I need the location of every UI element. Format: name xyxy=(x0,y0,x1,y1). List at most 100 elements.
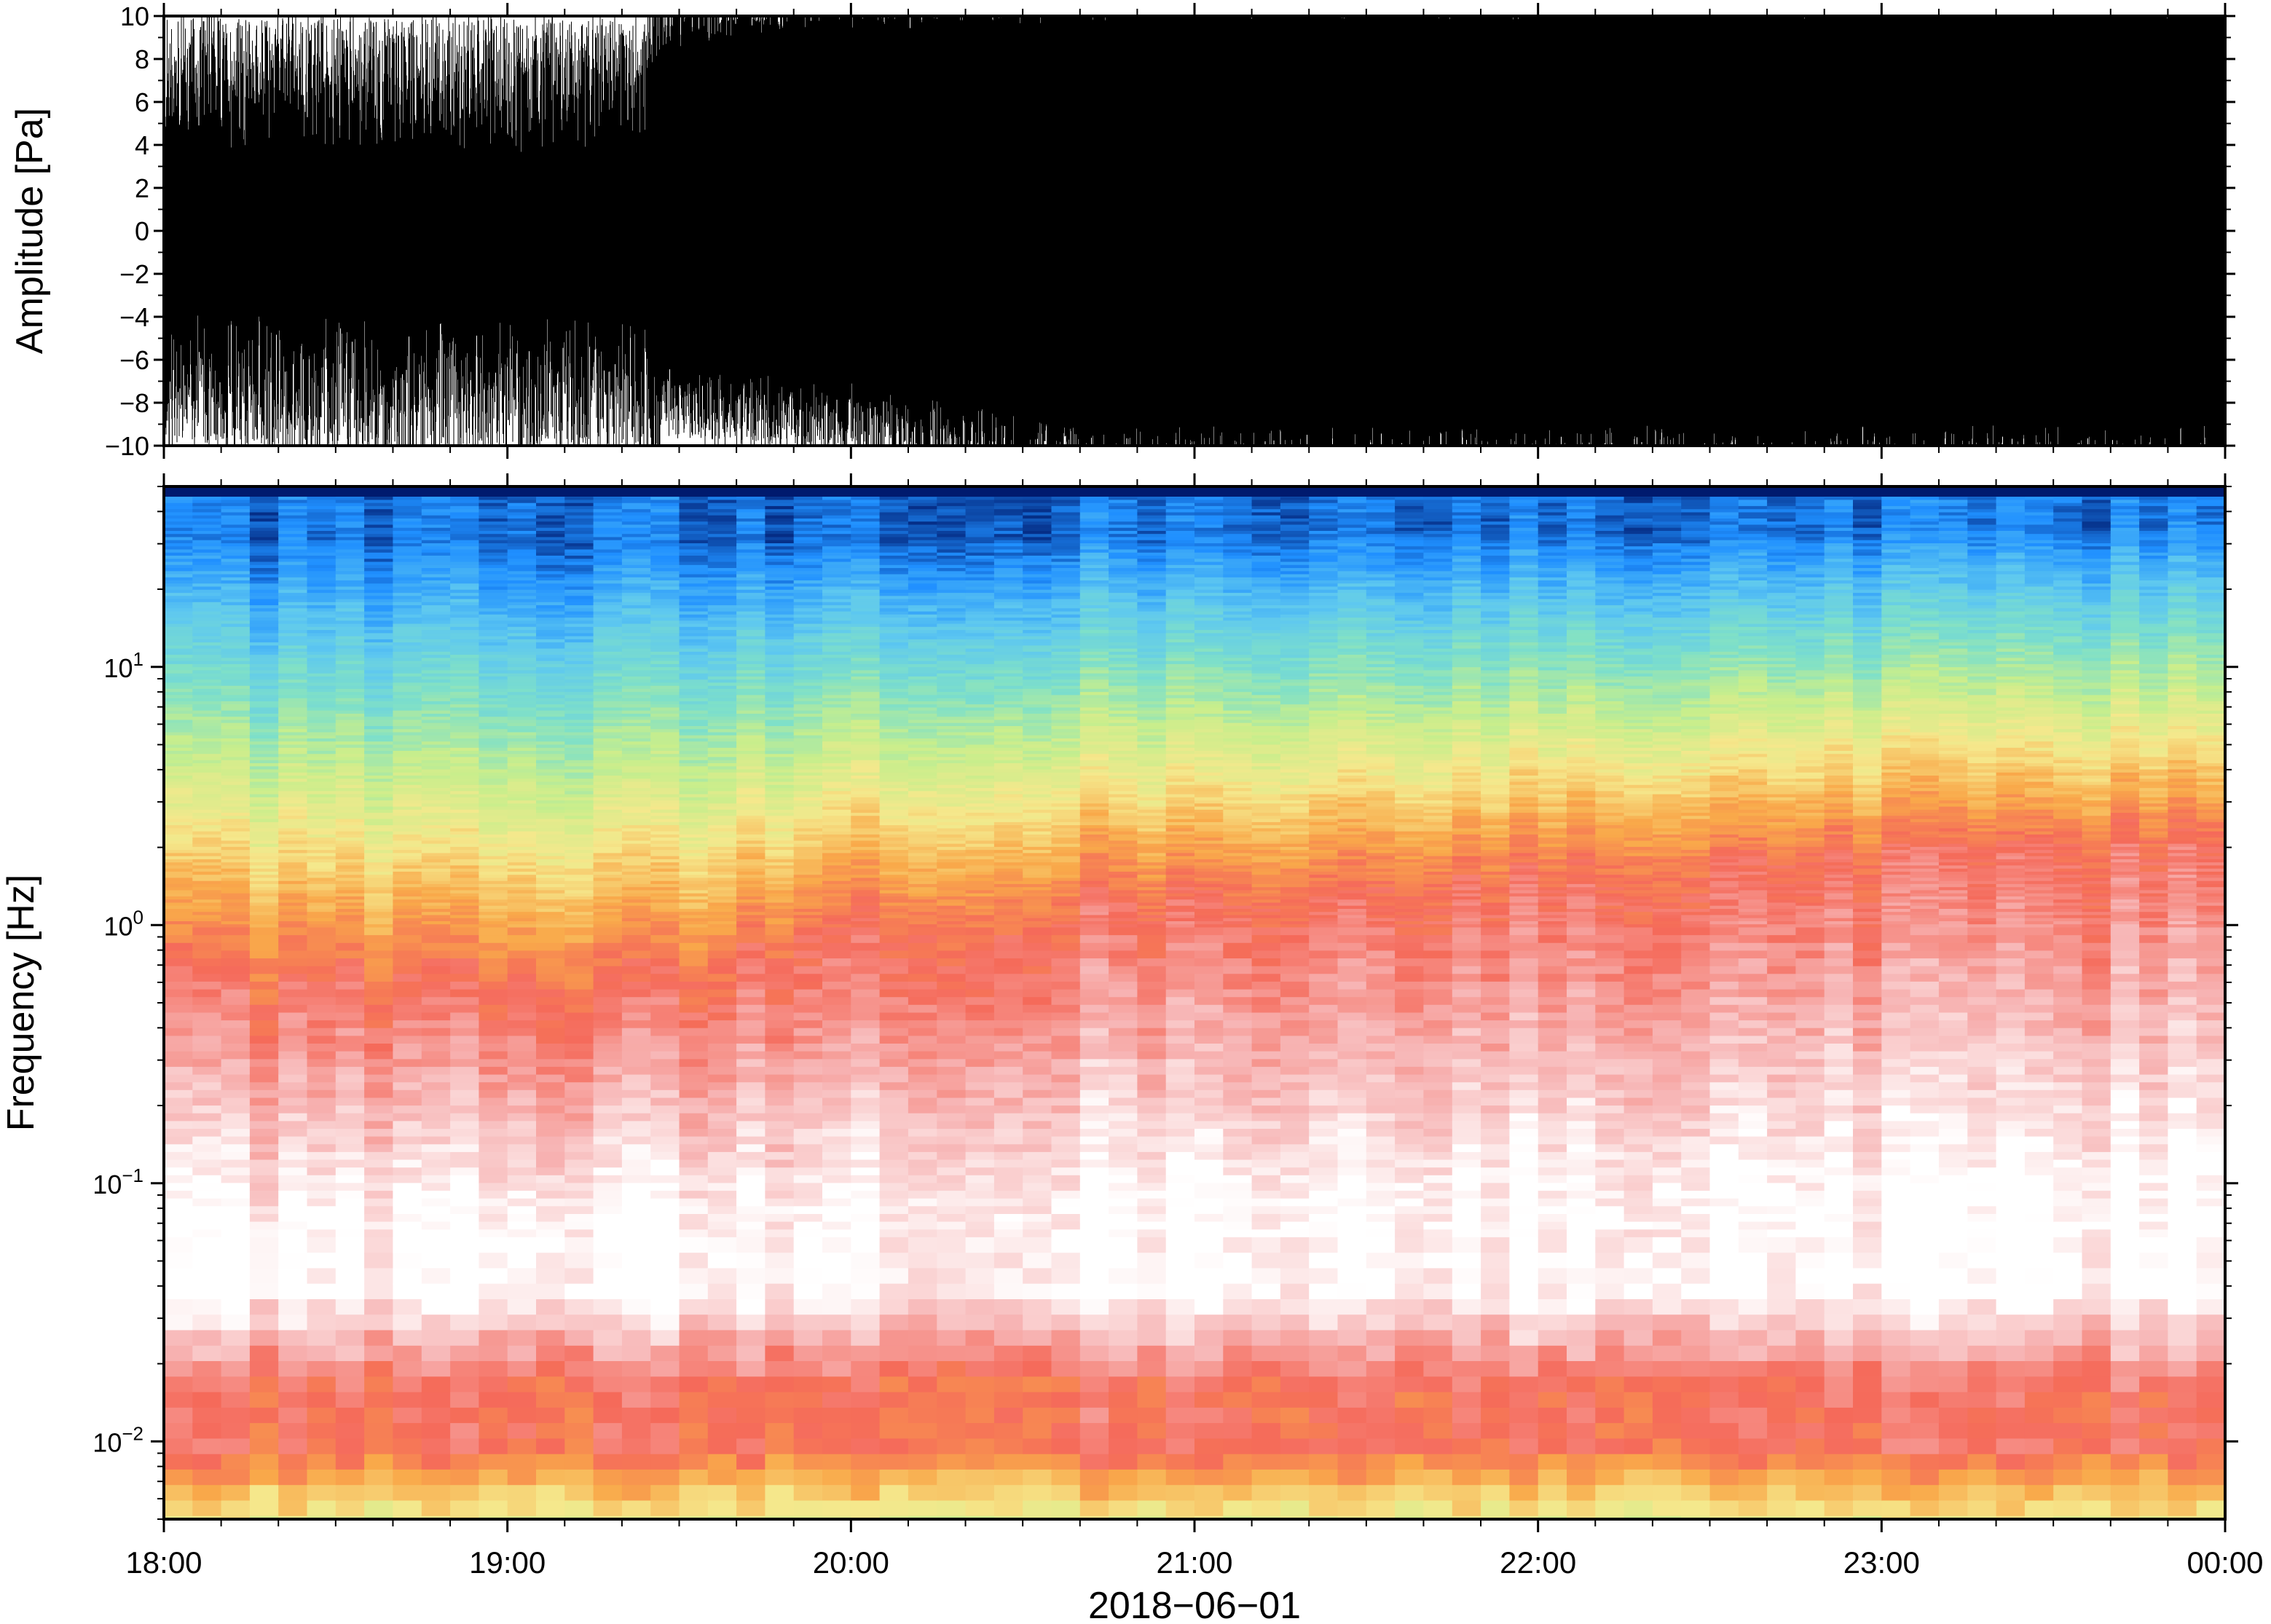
spectrogram-cell xyxy=(164,602,193,606)
spectrogram-cell xyxy=(621,754,651,758)
spectrogram-cell xyxy=(593,531,623,535)
spectrogram-cell xyxy=(249,924,279,929)
spectrogram-cell xyxy=(479,809,508,813)
spectrogram-cell xyxy=(621,564,651,569)
spectrogram-cell xyxy=(679,614,709,618)
spectrogram-cell xyxy=(736,673,765,677)
spectrogram-cell xyxy=(736,599,765,603)
spectrogram-cell xyxy=(249,583,279,588)
spectrogram-cell xyxy=(564,564,594,569)
spectrogram-cell xyxy=(593,834,623,838)
spectrogram-cell xyxy=(364,1268,393,1285)
spectrogram-cell xyxy=(450,577,479,581)
spectrogram-cell xyxy=(736,531,765,535)
spectrogram-cell xyxy=(765,549,795,553)
spectrogram-cell xyxy=(822,834,851,838)
spectrogram-cell xyxy=(335,1175,365,1183)
spectrogram-cell xyxy=(335,505,365,510)
spectrogram-cell xyxy=(192,502,222,507)
spectrogram-cell xyxy=(164,1082,193,1091)
spectrogram-cell xyxy=(765,633,795,637)
spectrogram-cell xyxy=(793,561,823,566)
spectrogram-cell xyxy=(736,1129,765,1138)
spectrogram-cell xyxy=(249,747,279,752)
spectrogram-cell xyxy=(164,682,193,687)
spectrogram-cell xyxy=(621,1314,651,1331)
spectrogram-cell xyxy=(621,645,651,650)
spectrogram-cell xyxy=(307,1500,336,1517)
spectrogram-cell xyxy=(765,1407,795,1424)
spectrogram-cell xyxy=(335,1020,365,1029)
spectrogram-cell xyxy=(249,1012,279,1021)
spectrogram-cell xyxy=(479,618,508,621)
spectrogram-cell xyxy=(479,1097,508,1106)
spectrogram-cell xyxy=(307,1515,336,1519)
spectrogram-cell xyxy=(450,500,479,504)
spectrogram-cell xyxy=(364,794,393,798)
spectrogram-cell xyxy=(564,651,594,655)
spectrogram-cell xyxy=(507,997,537,1006)
spectrogram-cell xyxy=(364,626,393,631)
spectrogram-cell xyxy=(421,502,451,507)
spectrogram-cell xyxy=(536,1423,565,1439)
spectrogram-cell xyxy=(679,704,709,709)
spectrogram-cell xyxy=(307,589,336,594)
spectrogram-cell xyxy=(536,1392,565,1408)
spectrogram-cell xyxy=(621,626,651,631)
spectrogram-cell xyxy=(593,679,623,684)
spectrogram-cell xyxy=(479,837,508,841)
spectrogram-cell xyxy=(679,658,709,662)
spectrogram-cell xyxy=(593,1151,623,1161)
spectrogram-cell xyxy=(278,626,308,631)
spectrogram-cell xyxy=(192,853,222,857)
spectrogram-cell xyxy=(793,834,823,838)
spectrogram-cell xyxy=(765,1121,795,1130)
spectrogram-cell xyxy=(307,1044,336,1052)
spectrogram-cell xyxy=(393,568,422,572)
spectrogram-cell xyxy=(650,738,680,742)
spectrogram-cell xyxy=(479,673,508,677)
spectrogram-cell xyxy=(479,878,508,882)
spectrogram-cell xyxy=(421,893,451,897)
spectrogram-cell xyxy=(249,813,279,816)
spectrogram-cell xyxy=(564,583,594,588)
spectrogram-cell xyxy=(765,1268,795,1285)
spectrogram-cell xyxy=(479,1361,508,1377)
spectrogram-cell xyxy=(364,1129,393,1138)
spectrogram-cell xyxy=(249,1206,279,1215)
spectrogram-cell xyxy=(536,1485,565,1502)
spectrogram-cell xyxy=(679,1221,709,1230)
spectrogram-cell xyxy=(564,760,594,764)
spectrogram-cell xyxy=(736,837,765,841)
spectrogram-cell xyxy=(822,989,851,998)
spectrogram-cell xyxy=(736,722,765,727)
spectrogram-cell xyxy=(679,534,709,538)
spectrogram-cell xyxy=(536,561,565,566)
spectrogram-cell xyxy=(307,819,336,823)
spectrogram-cell xyxy=(822,797,851,801)
spectrogram-cell xyxy=(307,813,336,816)
spectrogram-cell xyxy=(479,1175,508,1183)
spectrogram-cell xyxy=(564,1299,594,1315)
spectrogram-cell xyxy=(335,732,365,736)
spectrogram-cell xyxy=(593,502,623,507)
spectrogram-cell xyxy=(393,661,422,665)
spectrogram-cell xyxy=(564,865,594,870)
spectrogram-cell xyxy=(536,717,565,721)
spectrogram-cell xyxy=(765,751,795,754)
spectrogram-cell xyxy=(364,574,393,578)
spectrogram-cell xyxy=(421,633,451,637)
spectrogram-cell xyxy=(507,950,537,959)
spectrogram-cell xyxy=(793,676,823,680)
spectrogram-cell xyxy=(507,658,537,662)
spectrogram-cell xyxy=(335,1183,365,1191)
spectrogram-cell xyxy=(164,828,193,832)
spectrogram-cell xyxy=(164,1515,193,1519)
spectrogram-cell xyxy=(679,710,709,714)
spectrogram-cell xyxy=(822,837,851,841)
spectrogram-cell xyxy=(793,497,823,501)
spectrogram-cell xyxy=(593,859,623,863)
spectrogram-cell xyxy=(593,1036,623,1044)
spectrogram-cell xyxy=(164,556,193,559)
spectrogram-cell xyxy=(679,630,709,634)
